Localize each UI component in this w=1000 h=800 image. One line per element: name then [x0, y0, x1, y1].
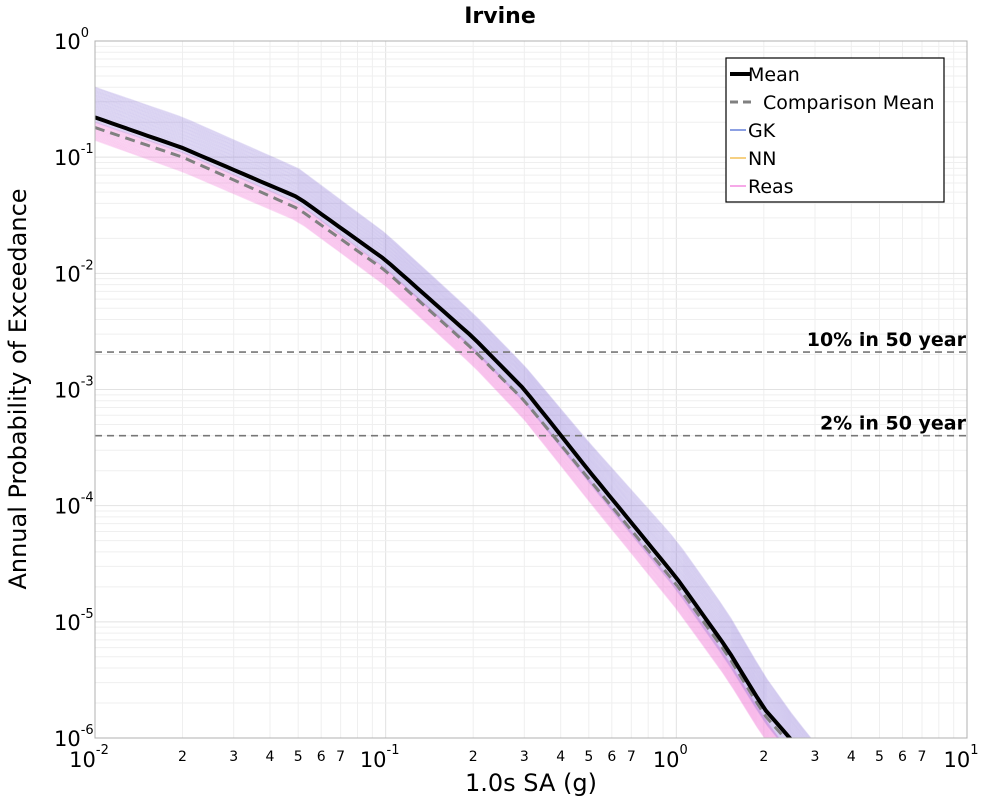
reas-series-line — [95, 136, 768, 738]
reas-series-line — [95, 126, 776, 738]
x-minor-tick-label: 4 — [266, 749, 275, 765]
gk-series-line — [95, 102, 797, 738]
grid — [94, 41, 967, 739]
x-minor-tick-label: 2 — [469, 749, 478, 765]
gk-series-line — [95, 99, 800, 738]
gk-series-line — [95, 105, 795, 738]
x-minor-tick-label: 2 — [178, 749, 187, 765]
gk-series-line — [95, 91, 808, 738]
reas-series-line — [95, 129, 774, 738]
gk-series-line — [95, 106, 793, 738]
x-minor-tick-label: 6 — [317, 749, 326, 765]
gk-series-line — [95, 100, 799, 738]
reas-series-line — [95, 135, 769, 738]
reas-series-line — [95, 131, 772, 738]
x-minor-tick-label: 4 — [847, 749, 856, 765]
reference-lines — [95, 351, 967, 437]
reas-series-line — [95, 138, 766, 738]
x-minor-tick-label: 3 — [520, 749, 529, 765]
reas-series-line — [95, 132, 772, 738]
x-minor-tick-label: 7 — [336, 749, 345, 765]
reas-series-line — [95, 130, 773, 738]
reas-series-line — [95, 129, 774, 738]
x-minor-tick-label: 5 — [875, 749, 884, 765]
x-minor-tick-label: 5 — [294, 749, 303, 765]
legend-label: GK — [748, 120, 776, 142]
reas-series-line — [95, 126, 777, 738]
x-minor-tick-label: 5 — [584, 749, 593, 765]
mean-curves — [95, 115, 793, 738]
legend-label: Reas — [748, 176, 794, 198]
reas-series-line — [95, 127, 775, 738]
gk-series-line — [95, 104, 796, 738]
plot-frame — [94, 40, 968, 739]
gk-series-line — [95, 96, 803, 738]
x-minor-tick-label: 2 — [759, 749, 768, 765]
reas-series-line — [95, 135, 769, 738]
gk-series-line — [95, 87, 811, 738]
gk-series-line — [95, 101, 798, 738]
x-axis-label: 1.0s SA (g) — [465, 769, 597, 797]
legend: Mean Comparison Mean GK NN Reas — [725, 57, 945, 203]
gk-series-line — [95, 90, 809, 738]
gk-series-line — [95, 103, 796, 738]
reas-series-line — [95, 137, 768, 738]
gk-series-line — [95, 107, 792, 738]
x-minor-tick-label: 7 — [627, 749, 636, 765]
x-minor-tick-label: 6 — [898, 749, 907, 765]
legend-label: Mean — [748, 64, 800, 86]
gk-series-line — [95, 119, 781, 738]
legend-box — [725, 57, 945, 203]
legend-label: NN — [748, 148, 776, 170]
legend-label: Comparison Mean — [763, 92, 935, 114]
gk-series-line — [95, 86, 812, 738]
chart-title: Irvine — [464, 4, 536, 29]
x-minor-tick-label: 3 — [229, 749, 238, 765]
x-minor-tick-label: 6 — [607, 749, 616, 765]
gk-series-line — [95, 98, 801, 738]
reas-series-line — [95, 128, 775, 738]
gk-series-line — [95, 98, 801, 738]
gk-series-line — [95, 91, 807, 738]
x-minor-tick-label: 4 — [556, 749, 565, 765]
reference-line-label: 2% in 50 year — [820, 413, 967, 435]
gk-series-line — [95, 94, 805, 738]
gk-series-line — [95, 88, 810, 738]
x-minor-tick-label: 7 — [918, 749, 927, 765]
reas-series-line — [95, 132, 771, 738]
gk-series-line — [95, 97, 802, 738]
reas-series-line — [95, 139, 766, 738]
reas-series-line — [95, 133, 770, 738]
gk-series-line — [95, 92, 806, 738]
reas-series-line — [95, 134, 770, 738]
gk-series-line — [95, 105, 794, 738]
gk-series-line — [95, 93, 806, 738]
reference-line-labels: 10% in 50 year 2% in 50 year — [807, 329, 967, 435]
reas-series-line — [95, 138, 767, 738]
reference-line-label: 10% in 50 year — [807, 329, 967, 351]
x-minor-tick-label: 3 — [811, 749, 820, 765]
comparison-mean-line — [95, 126, 787, 738]
gk-series-line — [95, 95, 804, 738]
y-axis-label: Annual Probability of Exceedance — [4, 188, 32, 589]
gk-series-line — [95, 89, 810, 738]
mean-line — [95, 115, 793, 738]
